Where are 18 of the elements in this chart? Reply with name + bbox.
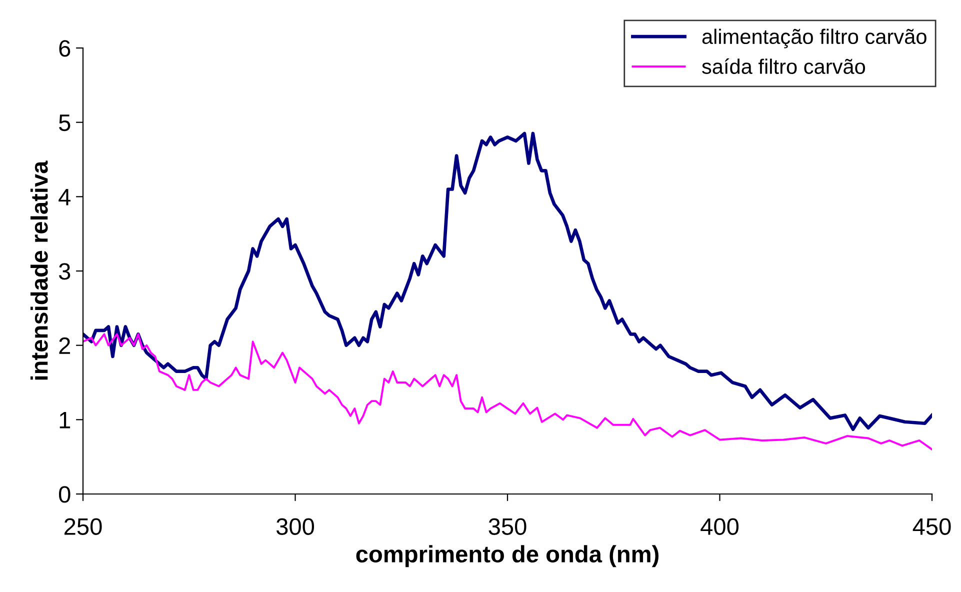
x-tick-label: 400 [700, 518, 739, 535]
x-axis-title: comprimento de onda (nm) [356, 545, 658, 568]
y-tick-label: 2 [59, 337, 70, 354]
x-tick-label: 250 [64, 518, 102, 535]
y-tick-label: 3 [58, 263, 70, 280]
y-axis-title: intensidade relativa [30, 160, 48, 380]
line-series [83, 333, 932, 450]
y-tick-label: 5 [59, 114, 70, 132]
x-tick-label: 350 [488, 518, 526, 535]
line-series [83, 132, 932, 431]
y-tick-label: 1 [60, 412, 70, 428]
legend-label: alimentação filtro carvão [702, 28, 926, 48]
y-tick-label: 4 [58, 188, 71, 206]
x-tick-label: 450 [912, 518, 951, 535]
x-tick-label: 300 [276, 518, 314, 535]
y-tick-label: 0 [58, 486, 70, 503]
legend-label: saída filtro carvão [702, 58, 866, 74]
y-tick-label: 6 [59, 40, 70, 57]
